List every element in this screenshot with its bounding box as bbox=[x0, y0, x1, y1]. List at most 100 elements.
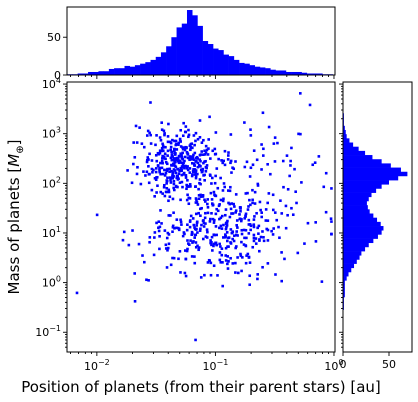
scatter-point bbox=[204, 151, 208, 154]
scatter-point bbox=[181, 147, 185, 151]
scatter-point bbox=[185, 198, 189, 202]
scatter-point bbox=[180, 180, 184, 184]
scatter-point bbox=[247, 218, 251, 222]
top-histogram-bar bbox=[108, 68, 115, 75]
top-histogram-bar bbox=[228, 56, 235, 75]
scatter-point bbox=[186, 168, 190, 172]
top-histogram-bar bbox=[145, 62, 151, 75]
scatter-point bbox=[157, 152, 161, 156]
top-histogram-bar bbox=[93, 71, 99, 75]
scatter-point bbox=[162, 185, 166, 189]
scatter-point bbox=[207, 258, 211, 262]
right-histogram-bar bbox=[343, 138, 350, 143]
scatter-point bbox=[189, 239, 192, 242]
scatter-point bbox=[150, 167, 154, 171]
scatter-point bbox=[238, 206, 242, 209]
scatter-point bbox=[176, 168, 179, 171]
top-histogram-bar bbox=[166, 46, 172, 75]
scatter-point bbox=[228, 189, 232, 193]
scatter-point bbox=[173, 151, 176, 155]
scatter-point bbox=[164, 161, 168, 164]
top-histogram-bar bbox=[239, 62, 245, 75]
scatter-point bbox=[146, 156, 150, 159]
scatter-point bbox=[204, 200, 207, 203]
scatter-point bbox=[185, 150, 189, 154]
scatter-point bbox=[183, 249, 187, 252]
scatter-point bbox=[171, 230, 174, 233]
scatter-point bbox=[203, 216, 207, 220]
scatter-point bbox=[199, 214, 202, 218]
scatter-point bbox=[161, 154, 164, 158]
top-histogram-y-tick-label: 50 bbox=[47, 31, 61, 44]
scatter-point bbox=[238, 217, 242, 221]
scatter-point bbox=[248, 175, 252, 178]
scatter-point bbox=[183, 271, 187, 275]
scatter-point bbox=[204, 165, 208, 169]
scatter-point bbox=[212, 221, 216, 224]
scatter-point bbox=[213, 181, 217, 185]
scatter-point bbox=[134, 124, 138, 128]
scatter-point bbox=[252, 225, 256, 229]
scatter-point bbox=[311, 163, 315, 167]
scatter-point bbox=[226, 267, 230, 270]
scatter-point bbox=[164, 243, 168, 247]
right-histogram-panel: 0 50 bbox=[339, 81, 413, 371]
right-histogram-bar bbox=[343, 217, 378, 223]
scatter-point bbox=[131, 229, 134, 232]
scatter-point bbox=[264, 208, 268, 211]
scatter-point bbox=[160, 149, 164, 153]
scatter-point bbox=[169, 178, 172, 182]
scatter-point bbox=[193, 255, 196, 258]
scatter-point bbox=[168, 176, 172, 179]
scatter-point bbox=[184, 176, 188, 179]
scatter-point bbox=[174, 171, 178, 175]
right-histogram-bar bbox=[343, 146, 359, 152]
top-histogram-bar bbox=[129, 66, 136, 75]
scatter-point bbox=[189, 214, 193, 218]
scatter-point bbox=[167, 199, 170, 203]
scatter-point bbox=[181, 158, 184, 161]
scatter-point bbox=[142, 145, 146, 149]
scatter-point bbox=[218, 251, 222, 254]
top-histogram-bar bbox=[249, 65, 255, 75]
scatter-point bbox=[266, 228, 270, 232]
scatter-point bbox=[215, 233, 218, 237]
scatter-point bbox=[214, 241, 217, 245]
scatter-point bbox=[202, 153, 205, 156]
right-histogram-bar bbox=[343, 221, 381, 227]
scatter-point bbox=[243, 121, 246, 124]
scatter-point bbox=[308, 103, 312, 107]
scatter-point bbox=[177, 257, 180, 261]
scatter-point bbox=[231, 230, 235, 233]
scatter-point bbox=[167, 190, 171, 194]
scatter-point bbox=[280, 279, 283, 283]
right-histogram-bar bbox=[343, 288, 345, 294]
scatter-point bbox=[175, 142, 178, 146]
scatter-point bbox=[212, 242, 216, 246]
scatter-point bbox=[245, 160, 249, 164]
right-histogram-bar bbox=[343, 251, 362, 256]
right-histogram-bar bbox=[343, 213, 374, 218]
scatter-point bbox=[196, 165, 200, 169]
scatter-point bbox=[190, 174, 194, 178]
scatter-point bbox=[184, 257, 188, 261]
scatter-point bbox=[170, 153, 174, 157]
scatter-point bbox=[208, 115, 211, 119]
scatter-point bbox=[148, 240, 151, 244]
scatter-point bbox=[314, 240, 318, 243]
scatter-point bbox=[167, 188, 171, 192]
scatter-point bbox=[260, 143, 263, 146]
top-histogram-bar bbox=[207, 44, 214, 75]
scatter-point bbox=[229, 228, 233, 231]
scatter-point bbox=[239, 219, 243, 223]
scatter-point bbox=[182, 161, 185, 165]
scatter-point bbox=[140, 142, 144, 145]
scatter-point bbox=[181, 162, 185, 166]
scatter-point bbox=[280, 212, 284, 215]
scatter-point bbox=[254, 237, 258, 240]
x-axis-label: Position of planets (from their parent s… bbox=[21, 378, 381, 396]
top-histogram-bar bbox=[306, 73, 313, 75]
top-histogram-bar bbox=[254, 66, 261, 75]
scatter-point bbox=[166, 248, 169, 252]
right-histogram-bar bbox=[343, 280, 345, 285]
